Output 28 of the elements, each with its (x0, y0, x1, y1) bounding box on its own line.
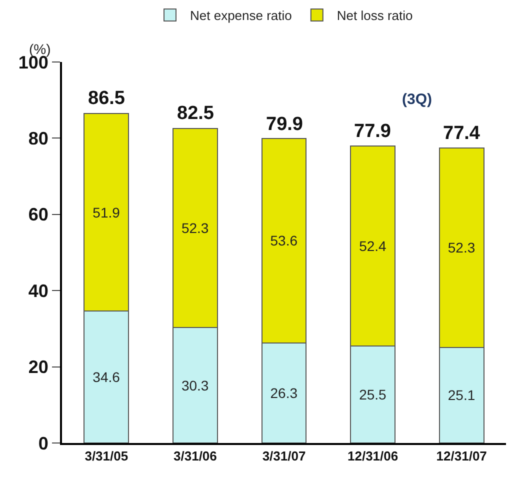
legend-label: Net loss ratio (336, 8, 413, 24)
y-tick-label: 80 (28, 128, 48, 148)
data-label: 52.3 (448, 240, 476, 256)
total-label: 79.9 (266, 114, 303, 135)
data-label: 26.3 (270, 384, 298, 401)
total-label: 86.5 (88, 88, 126, 109)
data-label: 34.6 (92, 369, 120, 386)
y-tick-label: 60 (28, 204, 48, 225)
data-label: 25.1 (448, 387, 476, 404)
legend-label: Net expense ratio (190, 8, 292, 24)
data-label: 51.9 (92, 204, 120, 220)
data-label: 30.3 (181, 377, 209, 394)
total-label: 82.5 (177, 103, 214, 124)
annotation: (3Q) (402, 91, 432, 108)
x-tick-label: 3/31/05 (84, 448, 128, 464)
data-label: 53.6 (270, 232, 298, 249)
x-tick-label: 12/31/06 (347, 448, 398, 464)
total-label: 77.4 (443, 123, 480, 144)
total-label: 77.9 (354, 121, 391, 142)
x-tick-label: 3/31/06 (174, 448, 217, 464)
data-label: 52.4 (359, 238, 387, 254)
y-tick-label: 20 (28, 357, 48, 378)
x-tick-label: 12/31/07 (436, 448, 487, 464)
data-label: 25.5 (359, 386, 387, 402)
y-tick-label: 40 (28, 280, 48, 301)
y-tick-label: 0 (38, 433, 48, 454)
data-label: 52.3 (181, 220, 209, 236)
x-tick-label: 3/31/07 (262, 448, 306, 464)
